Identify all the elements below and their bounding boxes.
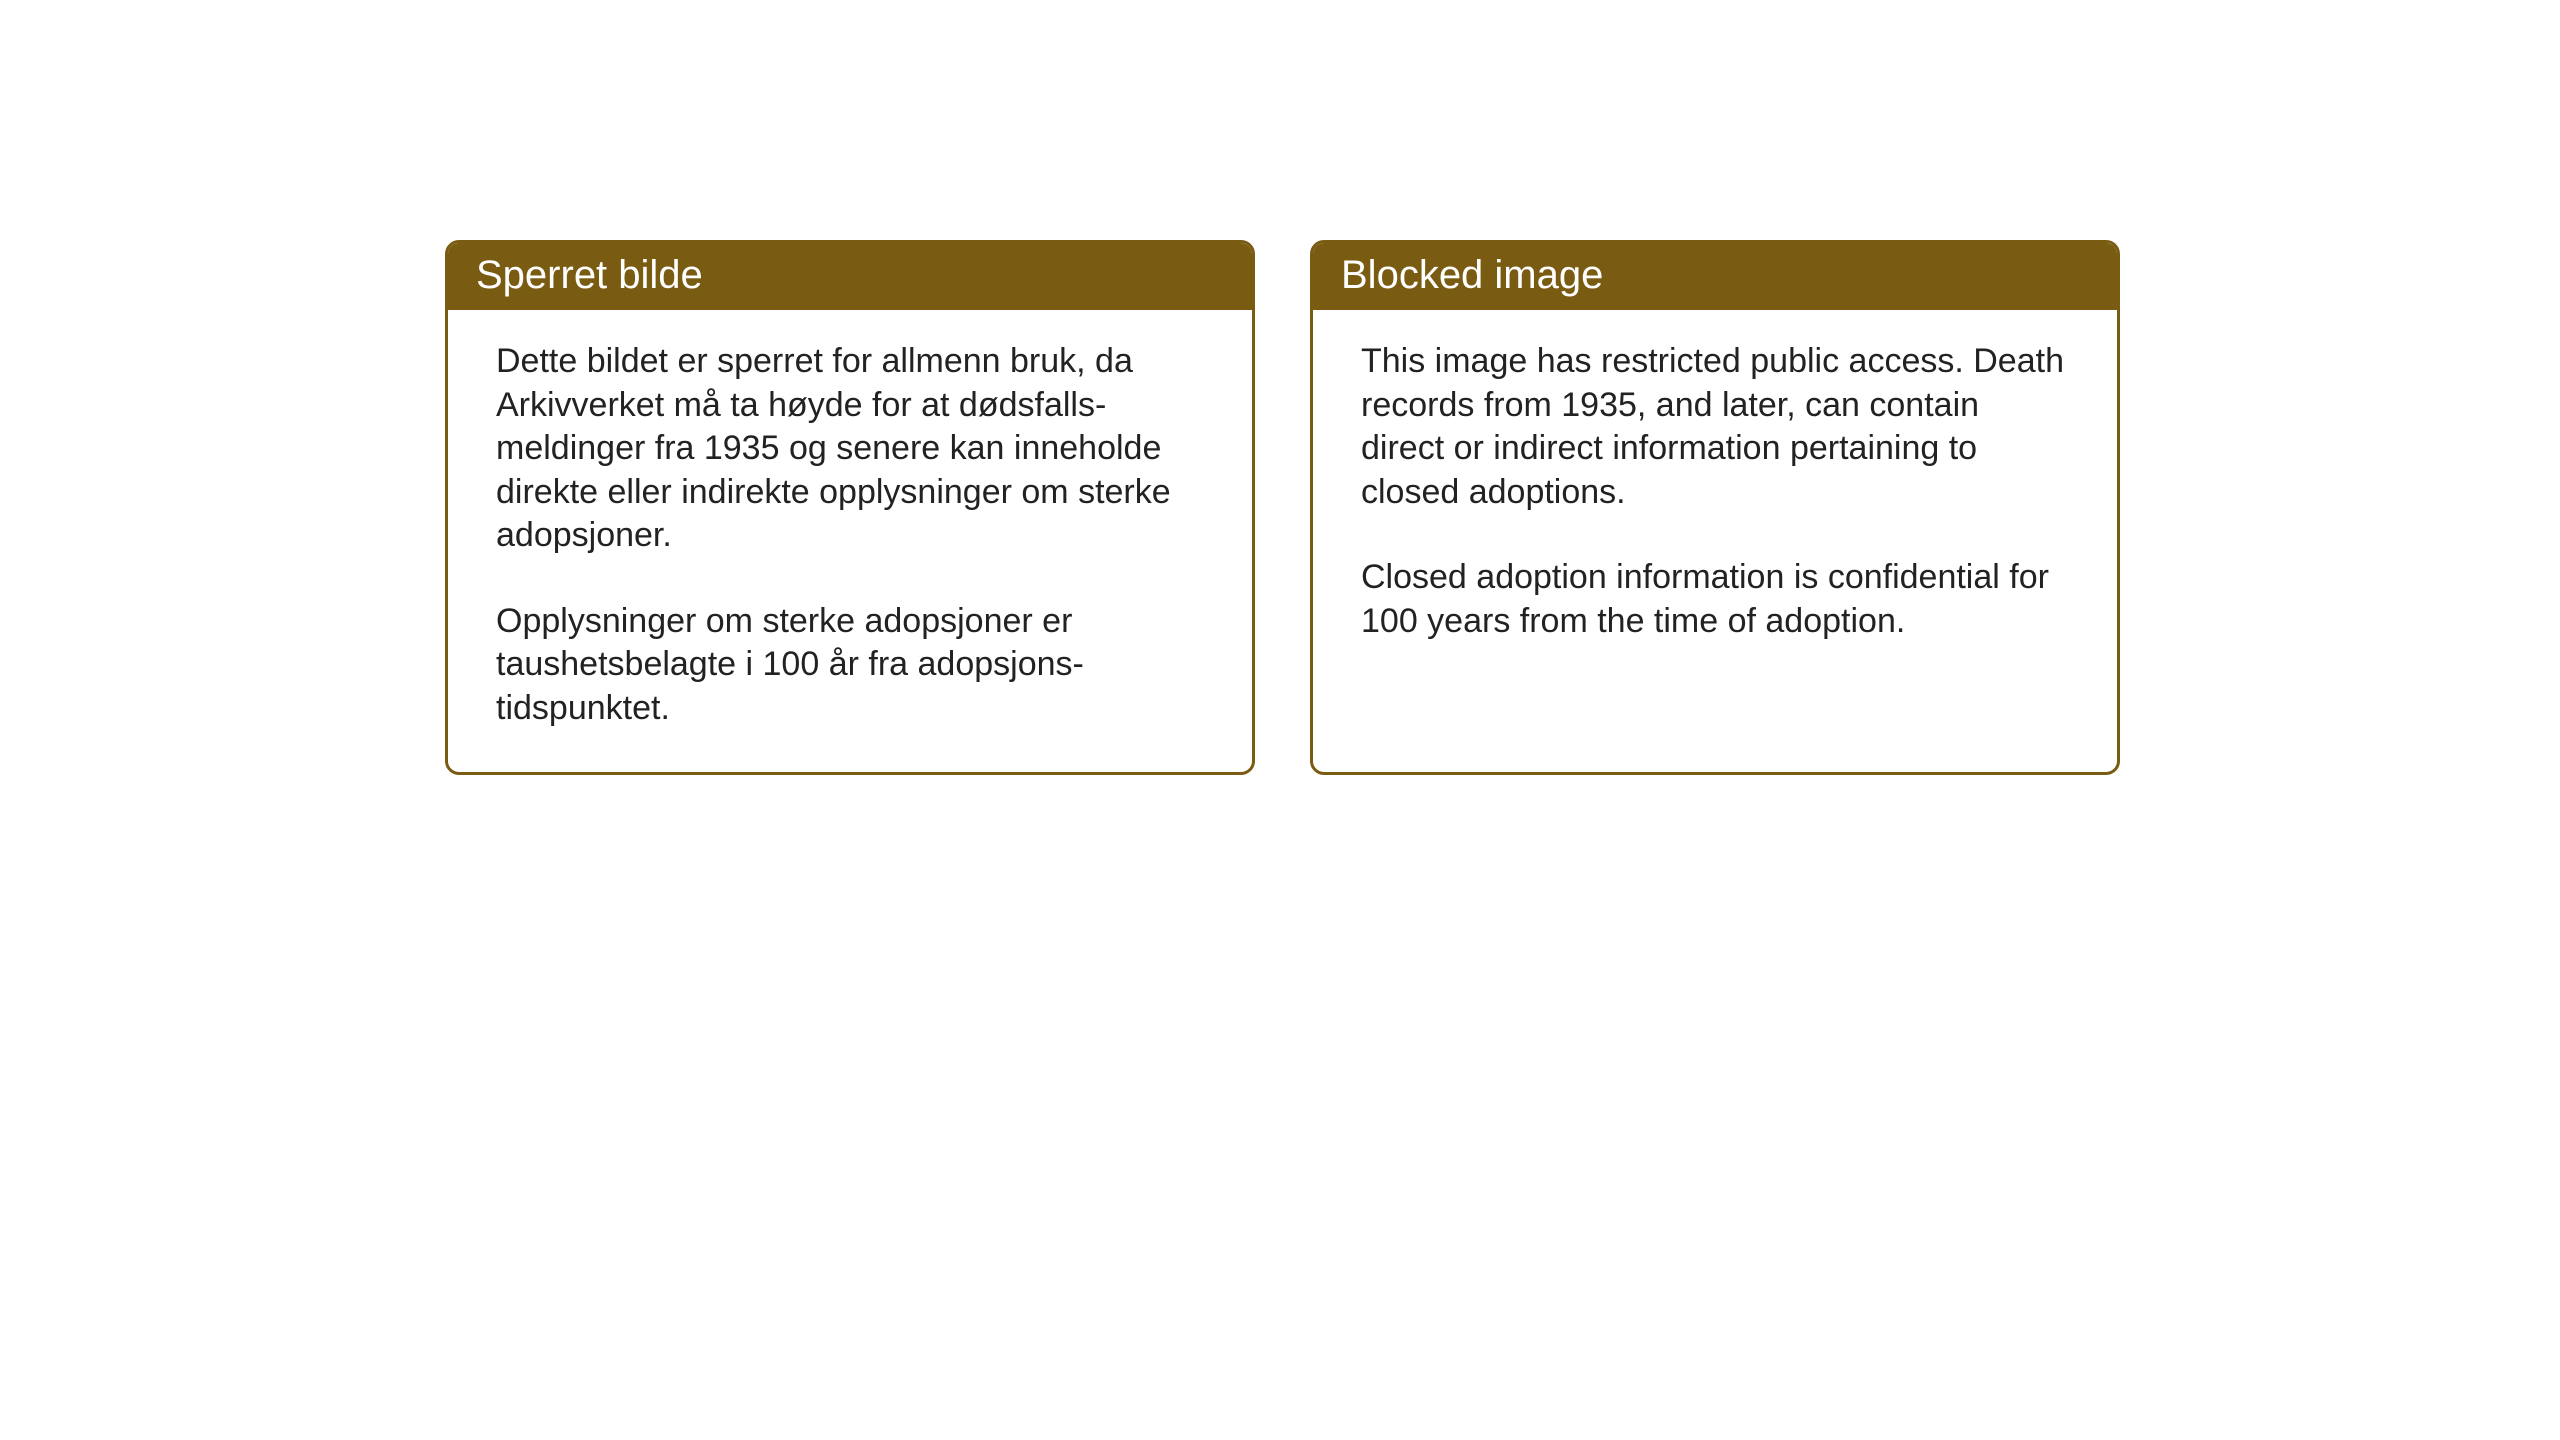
card-header-english: Blocked image [1313,243,2117,310]
paragraph-2-english: Closed adoption information is confident… [1361,556,2069,643]
card-title-norwegian: Sperret bilde [476,253,703,297]
card-header-norwegian: Sperret bilde [448,243,1252,310]
card-norwegian: Sperret bilde Dette bildet er sperret fo… [445,240,1255,775]
paragraph-1-english: This image has restricted public access.… [1361,340,2069,514]
paragraph-2-norwegian: Opplysninger om sterke adopsjoner er tau… [496,600,1204,731]
card-title-english: Blocked image [1341,253,1603,297]
card-body-norwegian: Dette bildet er sperret for allmenn bruk… [448,310,1252,772]
cards-container: Sperret bilde Dette bildet er sperret fo… [445,240,2120,775]
paragraph-1-norwegian: Dette bildet er sperret for allmenn bruk… [496,340,1204,558]
card-english: Blocked image This image has restricted … [1310,240,2120,775]
card-body-english: This image has restricted public access.… [1313,310,2117,685]
